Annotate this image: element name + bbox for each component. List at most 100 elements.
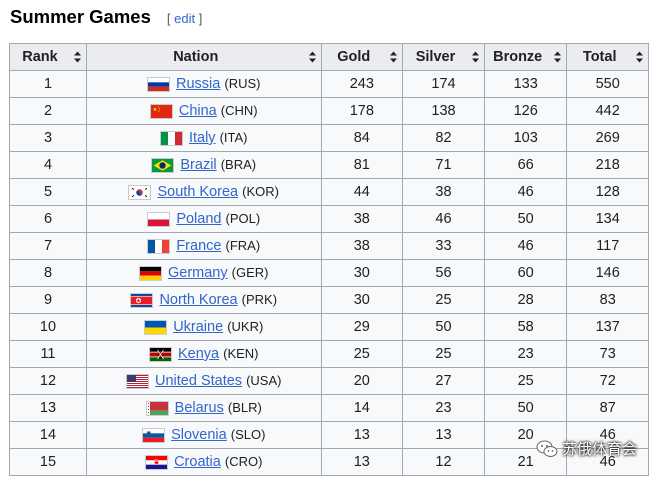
silver-cell: 25 <box>402 286 485 314</box>
nation-code: (SLO) <box>230 427 266 442</box>
flag-belarus-icon <box>145 400 169 416</box>
nation-link[interactable]: France <box>176 238 222 254</box>
nation-link[interactable]: United States <box>155 373 243 389</box>
nation-link[interactable]: North Korea <box>159 292 238 308</box>
silver-cell: 25 <box>402 340 485 368</box>
nation-link[interactable]: Belarus <box>174 400 224 416</box>
column-header-nation[interactable]: Nation <box>85 43 322 71</box>
flag-italy-icon <box>159 130 183 146</box>
flag-poland-icon <box>147 211 171 227</box>
nation-cell: South Korea (KOR) <box>85 178 322 206</box>
edit-bracket-open: [ <box>166 11 175 26</box>
table-row: 14 Slovenia (SLO) 13 13 20 46 <box>9 421 649 449</box>
flag-north-korea-icon <box>130 292 154 308</box>
gold-cell: 29 <box>320 313 404 341</box>
rank-cell: 7 <box>9 232 87 260</box>
gold-cell: 13 <box>320 421 404 449</box>
nation-code: (POL) <box>225 211 261 226</box>
nation-link[interactable]: Kenya <box>177 346 220 362</box>
bronze-cell: 28 <box>483 286 568 314</box>
total-cell: 146 <box>566 259 649 287</box>
nation-code: (BLR) <box>227 400 262 415</box>
nation-code: (BRA) <box>220 157 257 172</box>
nation-link[interactable]: Italy <box>188 130 216 146</box>
flag-china-icon <box>149 103 173 119</box>
silver-cell: 138 <box>402 97 485 125</box>
nation-code: (GER) <box>231 265 269 280</box>
rank-cell: 10 <box>9 313 87 341</box>
nation-code: (CHN) <box>220 103 258 118</box>
nation-link[interactable]: South Korea <box>157 184 239 200</box>
total-cell: 46 <box>566 421 649 449</box>
nation-link[interactable]: Croatia <box>174 454 221 470</box>
nation-cell: Kenya (KEN) <box>85 340 322 368</box>
total-header-label: Total <box>582 49 617 65</box>
nation-cell: China (CHN) <box>85 97 322 125</box>
rank-cell: 14 <box>9 421 87 449</box>
rank-cell: 13 <box>9 394 87 422</box>
watermark: 苏俄体育会 <box>536 438 637 459</box>
total-cell: 73 <box>566 340 649 368</box>
flag-slovenia-icon <box>142 427 166 443</box>
bronze-cell: 126 <box>483 97 568 125</box>
medal-table-body: 1 Russia (RUS) 243 174 133 550 2 China (CHN) 178… <box>9 70 649 476</box>
nation-link[interactable]: Ukraine <box>173 319 224 335</box>
sort-arrows-icon <box>308 51 316 63</box>
edit-link[interactable]: edit <box>174 11 196 26</box>
table-row: 10 Ukraine (UKR) 29 50 58 137 <box>9 313 649 341</box>
bronze-cell: 46 <box>483 232 568 260</box>
silver-cell: 82 <box>402 124 485 152</box>
total-cell: 137 <box>566 313 649 341</box>
gold-cell: 13 <box>320 448 404 476</box>
nation-code: (KEN) <box>223 346 259 361</box>
flag-ukraine-icon <box>144 319 168 335</box>
gold-header-label: Gold <box>337 49 371 65</box>
silver-cell: 38 <box>402 178 485 206</box>
silver-cell: 33 <box>402 232 485 260</box>
gold-cell: 38 <box>320 232 404 260</box>
rank-cell: 9 <box>9 286 87 314</box>
gold-cell: 243 <box>320 70 404 98</box>
column-header-total[interactable]: Total <box>566 43 649 71</box>
column-header-rank[interactable]: Rank <box>9 43 87 71</box>
medal-table: Rank Nation Gold Silver Bronze Total 1 Ru… <box>9 43 649 476</box>
gold-cell: 178 <box>320 97 404 125</box>
edit-section: [ edit ] <box>167 11 202 26</box>
bronze-header-label: Bronze <box>493 49 543 65</box>
nation-cell: United States (USA) <box>85 367 322 395</box>
nation-link[interactable]: Germany <box>167 265 228 281</box>
nation-cell: Slovenia (SLO) <box>85 421 322 449</box>
nation-code: (USA) <box>246 373 282 388</box>
nation-code: (UKR) <box>227 319 264 334</box>
nation-link[interactable]: Brazil <box>180 157 217 173</box>
column-header-gold[interactable]: Gold <box>320 43 404 71</box>
flag-south-korea-icon <box>128 184 152 200</box>
silver-cell: 71 <box>402 151 485 179</box>
nation-link[interactable]: Russia <box>176 76 221 92</box>
nation-link[interactable]: Slovenia <box>171 427 227 443</box>
flag-france-icon <box>147 238 171 254</box>
silver-header-label: Silver <box>415 49 456 65</box>
nation-cell: France (FRA) <box>85 232 322 260</box>
table-row: 1 Russia (RUS) 243 174 133 550 <box>9 70 649 98</box>
rank-cell: 5 <box>9 178 87 206</box>
rank-cell: 11 <box>9 340 87 368</box>
gold-cell: 44 <box>320 178 404 206</box>
gold-cell: 30 <box>320 259 404 287</box>
rank-cell: 1 <box>9 70 87 98</box>
bronze-cell: 20 <box>483 421 568 449</box>
nation-link[interactable]: Poland <box>176 211 222 227</box>
gold-cell: 30 <box>320 286 404 314</box>
nation-cell: North Korea (PRK) <box>85 286 322 314</box>
table-row: 6 Poland (POL) 38 46 50 134 <box>9 205 649 233</box>
rank-cell: 6 <box>9 205 87 233</box>
bronze-cell: 133 <box>483 70 568 98</box>
table-row: 3 Italy (ITA) 84 82 103 269 <box>9 124 649 152</box>
column-header-silver[interactable]: Silver <box>402 43 485 71</box>
nation-cell: Italy (ITA) <box>85 124 322 152</box>
gold-cell: 38 <box>320 205 404 233</box>
nation-link[interactable]: China <box>178 103 217 119</box>
wechat-icon <box>536 440 558 457</box>
rank-header-label: Rank <box>22 49 58 65</box>
column-header-bronze[interactable]: Bronze <box>483 43 568 71</box>
